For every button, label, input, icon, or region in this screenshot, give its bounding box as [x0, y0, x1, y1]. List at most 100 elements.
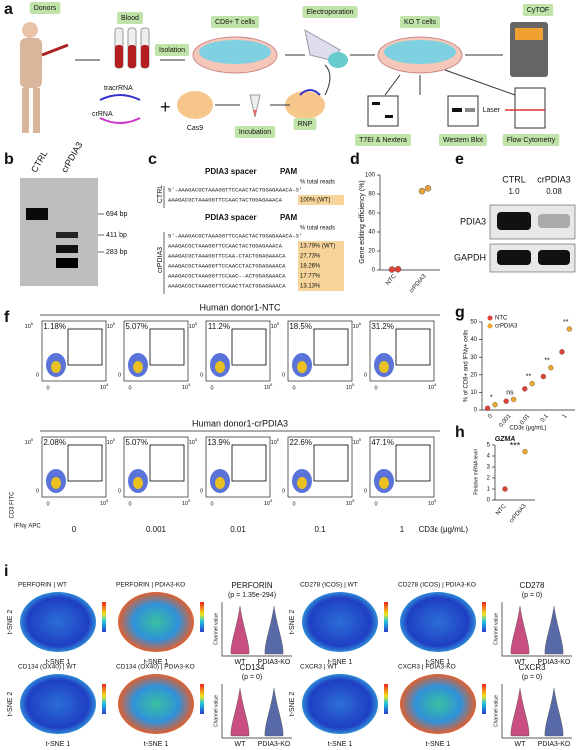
y-tick-label: 0 [200, 372, 203, 378]
label-box [302, 6, 358, 18]
facs-frame [369, 320, 435, 382]
x-tick-label: WT [515, 659, 527, 666]
marker-label: 283 bp [106, 249, 128, 256]
tick-exp: 5 [188, 382, 191, 387]
tick-base: 10 [271, 324, 277, 330]
y-axis-label: Channel value [213, 613, 219, 645]
dot [566, 326, 573, 332]
y-tick-label: 0 [200, 488, 203, 494]
tick-exp: 5 [434, 498, 437, 503]
panel-label: a [4, 1, 13, 18]
x-tick-label: 0 [292, 501, 295, 507]
y-tick-label: 10 [470, 390, 477, 396]
reads-value: 100% (WT) [300, 198, 330, 204]
row-label: PDIA3 [460, 216, 486, 226]
percent-label: 31.2% [371, 322, 394, 331]
significance: * [490, 395, 493, 402]
tick-exp: 5 [195, 321, 198, 326]
reads-value: 13.79% (WT) [300, 244, 335, 250]
gate [67, 328, 103, 366]
facs-frame [287, 436, 353, 498]
rna-label: tracrRNA [104, 85, 133, 92]
label-box [355, 134, 411, 146]
facs-core [379, 361, 389, 373]
y-axis-label: t-SNE 2 [289, 692, 296, 717]
gate [149, 328, 185, 366]
tick-exp: 5 [359, 321, 362, 326]
significance: ** [563, 319, 569, 326]
colorbar [482, 684, 486, 714]
gel-band [26, 208, 48, 220]
label-box [502, 134, 560, 146]
violin [230, 605, 250, 655]
panel-label: d [350, 151, 360, 168]
gel-band [56, 245, 78, 253]
tick-exp: 5 [434, 382, 437, 387]
tsne-cloud [302, 592, 378, 652]
gate [231, 444, 267, 482]
legend-label: NTC [495, 316, 508, 322]
tsne-cloud [400, 592, 476, 652]
x-axis-label: IFNγ APC [14, 524, 41, 530]
violin [264, 687, 284, 737]
y-tick-label: 4 [487, 454, 491, 460]
y-tick-label: 0 [372, 268, 376, 274]
step-label: Blood [121, 15, 139, 22]
axis [221, 684, 292, 739]
tick-base: 10 [353, 324, 359, 330]
y-axis-label: % of CD8+ and IFNγ+ cells [464, 330, 470, 402]
x-tick-label: WT [235, 659, 247, 666]
step-label: Electroporation [306, 9, 353, 16]
x-tick-label: WT [515, 741, 527, 748]
significance: ** [544, 358, 550, 365]
reads-box [298, 261, 344, 271]
panel-label: h [455, 424, 465, 441]
sequence: 5'-AAAGACGCTAAAGGTTCCAACTACTGGAGAAACA-3' [168, 186, 302, 193]
label-box [234, 126, 276, 138]
dot [418, 187, 426, 195]
blot-band [538, 250, 570, 265]
step-label: KO T cells [404, 19, 437, 26]
lane-label: CTRL [29, 149, 49, 174]
dot [388, 266, 396, 273]
violin [510, 605, 530, 655]
y-axis-label: t-SNE 2 [289, 610, 296, 635]
dot [503, 398, 509, 404]
x-tick-label: 0 [128, 501, 131, 507]
facs-core [297, 477, 307, 489]
tsne-cloud [20, 592, 96, 652]
facs-frame [205, 320, 271, 382]
tick-exp: 5 [188, 498, 191, 503]
x-tick-label: 105 [428, 498, 437, 507]
sequence: AAAGACGCTAAAGGTTCCAAC--ACTGGAGAAACA [168, 272, 286, 279]
x-tick-label: PDIA3-KO [538, 659, 571, 666]
concentration: 0 [72, 525, 77, 534]
x-tick-label: 0.1 [540, 413, 550, 424]
y-tick-label: 105 [271, 321, 280, 330]
tick-exp: 5 [31, 437, 34, 442]
tick-base: 10 [189, 440, 195, 446]
x-axis-label: CD3ε (μg/mL) [509, 426, 546, 432]
gate [313, 444, 349, 482]
gate [395, 328, 431, 366]
tick-base: 10 [107, 324, 113, 330]
y-axis-label: Channel value [493, 695, 499, 727]
y-tick-label: 2 [487, 476, 491, 482]
y-axis-label: CD3 FITC [10, 491, 16, 519]
y-tick-label: 20 [368, 249, 375, 255]
tick-base: 10 [107, 440, 113, 446]
dot [484, 405, 491, 411]
concentration: 0.1 [314, 525, 326, 534]
tick-exp: 5 [106, 382, 109, 387]
violin-title: CD278 [520, 581, 545, 590]
y-tick-label: 105 [107, 321, 116, 330]
dot [502, 486, 508, 492]
tick-base: 10 [428, 501, 434, 507]
y-tick-label: 105 [107, 437, 116, 446]
x-tick-label: 105 [346, 382, 355, 391]
x-tick-label: WT [235, 741, 247, 748]
colorbar [102, 602, 106, 632]
x-axis-label: t-SNE 1 [426, 659, 451, 666]
x-tick-label: NTC [385, 273, 398, 287]
y-tick-label: 105 [189, 321, 198, 330]
